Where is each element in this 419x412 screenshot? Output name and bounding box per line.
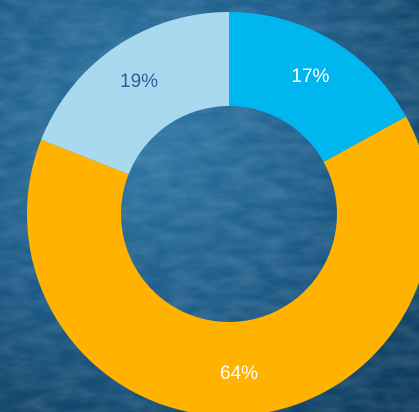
donut-slice-3 bbox=[41, 12, 229, 175]
slice-label-1: 17% bbox=[291, 66, 329, 87]
donut-slices bbox=[27, 12, 419, 412]
slice-label-3: 19% bbox=[120, 71, 158, 92]
donut-slice-2 bbox=[27, 116, 419, 412]
donut-slice-1 bbox=[229, 12, 407, 162]
slice-label-2: 64% bbox=[220, 363, 258, 384]
donut-labels: 17% 64% 19% bbox=[120, 66, 330, 384]
